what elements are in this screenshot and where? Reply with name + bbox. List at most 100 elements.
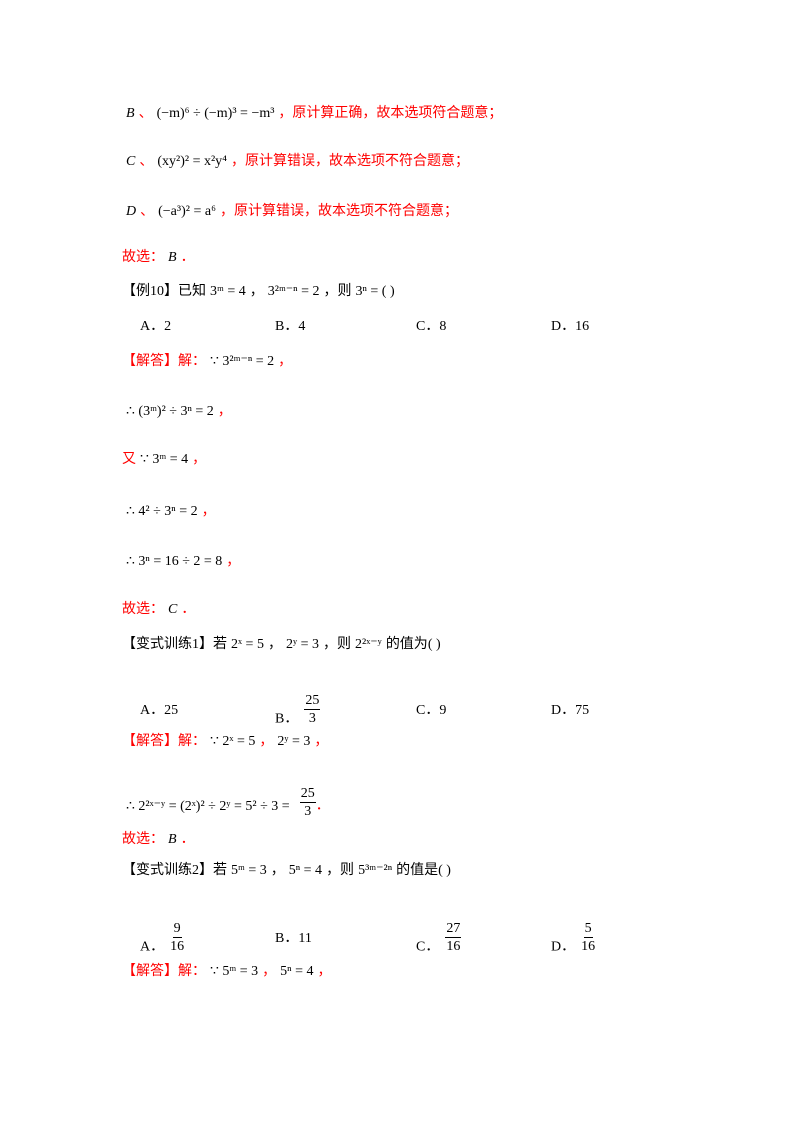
text: 的值为: [385, 637, 428, 652]
end: ．: [180, 832, 195, 847]
sep: ，: [249, 284, 264, 299]
formula: 5ⁿ = 4: [288, 863, 323, 878]
label: D．: [551, 703, 576, 718]
formula: ∴ 4² ÷ 3ⁿ = 2: [126, 504, 198, 519]
choose-label: 故选：: [122, 250, 164, 265]
variant2-option-c: C． 27 16: [416, 921, 462, 965]
formula: (−a³)² = a⁶: [158, 204, 216, 219]
comment: ，原计算错误，故本选项不符合题意；: [231, 154, 470, 169]
example10-solution-l3: 又 ∵ 3ᵐ = 4，: [122, 451, 206, 469]
formula: (−m)⁶ ÷ (−m)³ = −m³: [156, 106, 275, 121]
formula: ∵ 5ᵐ = 3: [210, 964, 259, 979]
example10-solution-l2: ∴ (3ᵐ)² ÷ 3ⁿ = 2，: [122, 403, 232, 421]
formula: 5ⁿ = 4: [280, 964, 314, 979]
label: B．: [275, 319, 299, 334]
end: ，: [192, 452, 207, 467]
variant2-option-d: D． 5 16: [551, 921, 595, 965]
tag: 【解答】: [122, 734, 178, 749]
formula: 3ᵐ = 4: [210, 284, 246, 299]
text: ，则: [326, 863, 355, 878]
formula: 2ʸ = 3: [277, 734, 311, 749]
label: C．: [416, 939, 440, 955]
answer: B: [168, 832, 177, 847]
variant1-final-answer: 故选： B ．: [122, 831, 195, 849]
text: ，则: [323, 637, 352, 652]
label: C．: [416, 703, 440, 718]
example10-option-d: D．16: [551, 318, 589, 336]
variant2-option-a: A． 9 16: [140, 921, 185, 965]
end: ，: [217, 404, 232, 419]
variant1-solution-l1: 【解答】解： ∵ 2ˣ = 5， 2ʸ = 3，: [122, 733, 328, 751]
fraction: 27 16: [445, 920, 462, 955]
denominator: 16: [170, 939, 185, 954]
label: B．: [275, 931, 299, 946]
option-b-analysis: B、 (−m)⁶ ÷ (−m)³ = −m³ ，原计算正确，故本选项符合题意；: [122, 105, 502, 123]
variant2-question: 【变式训练2】若 5ᵐ = 3， 5ⁿ = 4 ，则 5³ᵐ⁻²ⁿ 的值是( ): [122, 862, 451, 880]
formula: 2²ˣ⁻ʸ: [355, 637, 382, 652]
fraction: 25 3: [299, 785, 316, 820]
text: ，则: [323, 284, 352, 299]
you: 又: [122, 452, 136, 467]
choose-label: 故选：: [122, 832, 164, 847]
sep: ，: [259, 734, 274, 749]
value: 75: [575, 703, 590, 718]
formula: ∴ 2²ˣ⁻ʸ = (2ˣ)² ÷ 2ʸ = 5² ÷ 3 =: [126, 798, 290, 814]
formula: (xy²)² = x²y⁴: [157, 154, 228, 169]
label: B．: [275, 711, 299, 727]
formula: 3²ᵐ⁻ⁿ = 2: [267, 284, 320, 299]
numerator: 9: [172, 921, 182, 938]
option-c-analysis: C、 (xy²)² = x²y⁴ ，原计算错误，故本选项不符合题意；: [122, 153, 469, 171]
example10-option-b: B．4: [275, 318, 305, 336]
fraction: 5 16: [581, 920, 595, 955]
example10-option-a: A．2: [140, 318, 171, 336]
numerator: 25: [299, 786, 316, 803]
fraction: 25 3: [304, 692, 321, 727]
text: 若: [213, 863, 227, 878]
sep: 、: [140, 204, 155, 219]
example10-solution-l4: ∴ 4² ÷ 3ⁿ = 2，: [122, 503, 216, 521]
sep: ，: [267, 637, 282, 652]
formula: 3ⁿ = ( ): [355, 284, 395, 299]
denominator: 3: [308, 711, 316, 726]
tag: 【解答】: [122, 354, 178, 369]
choose-label: 故选：: [122, 602, 164, 617]
label: C．: [416, 319, 440, 334]
answer: C: [168, 602, 178, 617]
variant1-option-a: A．25: [140, 702, 178, 720]
sep: ，: [262, 964, 277, 979]
end: ．: [181, 602, 196, 617]
comment: ，原计算错误，故本选项不符合题意；: [219, 204, 458, 219]
numerator: 5: [583, 921, 593, 938]
sep: ，: [270, 863, 285, 878]
numerator: 27: [445, 921, 462, 938]
formula: ∴ (3ᵐ)² ÷ 3ⁿ = 2: [126, 404, 214, 419]
sep: 、: [138, 106, 153, 121]
option-d-analysis: D、 (−a³)² = a⁶ ，原计算错误，故本选项不符合题意；: [122, 203, 458, 221]
variant2-solution-l1: 【解答】解： ∵ 5ᵐ = 3， 5ⁿ = 4，: [122, 963, 331, 981]
final-answer-prev: 故选： B ．: [122, 249, 195, 267]
value: 4: [298, 319, 306, 334]
label: D．: [551, 319, 576, 334]
value: 16: [575, 319, 590, 334]
example10-final-answer: 故选： C ．: [122, 601, 195, 619]
jie: 解：: [178, 964, 206, 979]
jie: 解：: [178, 354, 206, 369]
sep: 、: [139, 154, 154, 169]
example10-question: 【例10】已知 3ᵐ = 4， 3²ᵐ⁻ⁿ = 2 ，则 3ⁿ = ( ): [122, 283, 399, 301]
end: ，: [317, 964, 332, 979]
tag: 【例10】: [122, 284, 178, 299]
end: ，: [278, 354, 293, 369]
formula: 2ʸ = 3: [285, 637, 320, 652]
variant1-question: 【变式训练1】若 2ˣ = 5， 2ʸ = 3 ，则 2²ˣ⁻ʸ 的值为( ): [122, 636, 441, 654]
value: 25: [164, 703, 179, 718]
label: A．: [140, 703, 165, 718]
formula: 5³ᵐ⁻²ⁿ: [358, 863, 393, 878]
example10-solution-l5: ∴ 3ⁿ = 16 ÷ 2 = 8，: [122, 553, 240, 571]
variant1-option-d: D．75: [551, 702, 589, 720]
tag: 【变式训练2】: [122, 863, 213, 878]
label: D．: [551, 939, 576, 955]
formula: ∵ 2ˣ = 5: [210, 734, 256, 749]
end: ．: [315, 798, 330, 814]
variant1-option-b: B． 25 3: [275, 693, 321, 737]
